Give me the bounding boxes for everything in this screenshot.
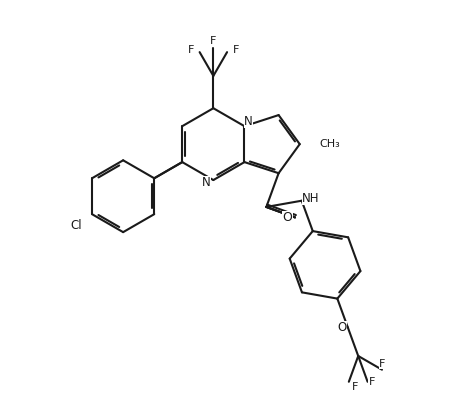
Text: F: F	[210, 37, 216, 47]
Text: F: F	[188, 44, 194, 55]
Text: F: F	[369, 377, 375, 387]
Text: Cl: Cl	[70, 219, 82, 232]
Text: O: O	[337, 321, 347, 334]
Text: CH₃: CH₃	[320, 139, 340, 149]
Text: F: F	[379, 359, 385, 369]
Text: N: N	[202, 176, 211, 189]
Text: N: N	[244, 115, 253, 128]
Text: O: O	[282, 211, 292, 224]
Text: F: F	[233, 44, 239, 55]
Text: F: F	[352, 382, 358, 392]
Text: NH: NH	[302, 192, 319, 205]
